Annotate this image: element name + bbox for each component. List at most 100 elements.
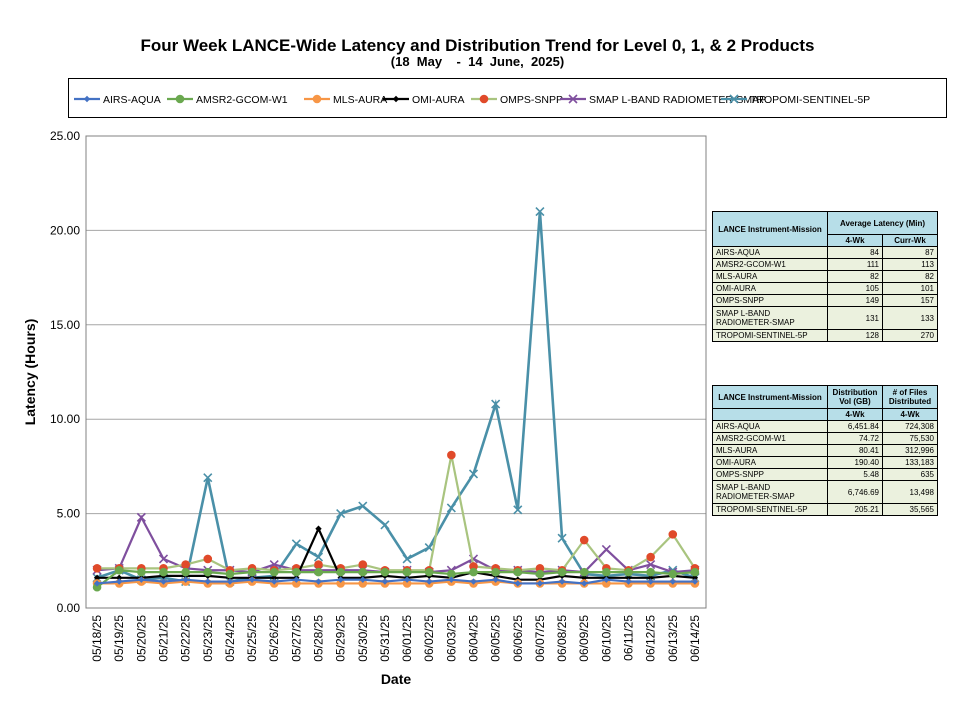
data-point xyxy=(625,574,632,581)
row-instrument-name: SMAP L-BAND RADIOMETER-SMAP xyxy=(712,306,828,330)
data-point xyxy=(513,567,523,577)
row-latency-4wk: 131 xyxy=(827,306,883,330)
latency-table-header: LANCE Instrument-Mission Average Latency… xyxy=(712,211,938,247)
data-point xyxy=(602,567,611,577)
legend-entry: OMPS-SNPP xyxy=(471,94,563,106)
data-point xyxy=(647,574,654,581)
distribution-table-row: AIRS-AQUA 6,451.84 724,308 xyxy=(712,420,938,433)
legend-marker xyxy=(479,94,489,104)
data-point xyxy=(314,567,323,577)
row-instrument-name: TROPOMI-SENTINEL-5P xyxy=(712,503,828,516)
distribution-table-row: OMPS-SNPP 5.48 635 xyxy=(712,468,938,481)
data-point xyxy=(138,576,145,583)
series-line xyxy=(96,211,696,584)
series-line xyxy=(97,526,696,581)
y-tick-label: 10.00 xyxy=(50,412,80,426)
x-tick-label: 05/22/25 xyxy=(179,615,193,662)
row-files-distributed: 13,498 xyxy=(882,480,938,504)
data-point xyxy=(402,554,412,564)
data-point xyxy=(159,567,168,577)
distribution-table-row: MLS-AURA 80.41 312,996 xyxy=(712,444,938,457)
latency-table-subheader: 4-Wk Curr-Wk xyxy=(713,234,938,247)
data-point xyxy=(668,569,678,579)
x-tick-label: 06/06/25 xyxy=(511,615,525,662)
data-point xyxy=(469,567,478,577)
y-tick-label: 0.00 xyxy=(57,601,81,615)
data-point xyxy=(557,567,567,577)
legend-entry: AMSR2-GCOM-W1 xyxy=(167,94,288,106)
x-tick-label: 05/26/25 xyxy=(267,615,281,662)
data-point xyxy=(225,569,235,579)
x-tick-label: 05/21/25 xyxy=(157,615,171,662)
latency-table-row: OMI-AURA 105 101 xyxy=(712,282,938,295)
data-point xyxy=(181,560,190,569)
data-point xyxy=(514,580,521,587)
series-omps-snpp xyxy=(92,450,700,575)
distribution-table-body: AIRS-AQUA 6,451.84 724,308 AMSR2-GCOM-W1 74.… xyxy=(712,420,938,516)
legend-box xyxy=(68,78,947,118)
data-point xyxy=(313,552,324,562)
data-point xyxy=(293,576,300,583)
row-latency-4wk: 82 xyxy=(827,270,883,283)
row-instrument-name: TROPOMI-SENTINEL-5P xyxy=(712,329,828,342)
data-point xyxy=(337,576,344,583)
x-tick-label: 05/28/25 xyxy=(312,615,326,662)
data-point xyxy=(668,530,678,539)
row-latency-currwk: 157 xyxy=(882,294,938,307)
x-tick-label: 06/01/25 xyxy=(400,615,414,662)
data-point xyxy=(358,501,368,511)
x-tick-label: 06/08/25 xyxy=(555,615,569,662)
data-point xyxy=(136,512,146,522)
legend-marker xyxy=(175,94,185,104)
data-point xyxy=(403,576,411,583)
row-instrument-name: OMPS-SNPP xyxy=(712,294,828,307)
row-files-distributed: 35,565 xyxy=(882,503,938,516)
row-files-distributed: 133,183 xyxy=(882,456,938,469)
data-point xyxy=(315,578,322,585)
legend-entry: SMAP L-BAND RADIOMETER-SMAP xyxy=(560,94,766,106)
distribution-table-row: TROPOMI-SENTINEL-5P 205.21 35,565 xyxy=(712,503,938,516)
data-point xyxy=(646,567,655,577)
data-point xyxy=(424,567,434,577)
x-tick-label: 06/07/25 xyxy=(533,615,547,662)
x-tick-label: 06/09/25 xyxy=(577,615,591,662)
row-distribution-volume: 80.41 xyxy=(827,444,883,457)
row-latency-4wk: 84 xyxy=(827,246,883,259)
data-point xyxy=(691,574,699,581)
data-point xyxy=(116,578,123,585)
data-point xyxy=(447,450,456,460)
data-point xyxy=(314,560,323,569)
data-point xyxy=(646,552,655,562)
row-instrument-name: MLS-AURA xyxy=(712,444,828,457)
data-point xyxy=(646,560,656,570)
data-point xyxy=(690,567,700,577)
row-distribution-volume: 6,451.84 xyxy=(827,420,883,433)
row-files-distributed: 724,308 xyxy=(882,420,938,433)
series-line xyxy=(97,580,695,585)
data-point xyxy=(226,578,234,585)
latency-table-body: AIRS-AQUA 84 87 AMSR2-GCOM-W1 111 113 MLS-AURA… xyxy=(712,246,938,342)
data-point xyxy=(558,578,566,585)
x-axis-title: Date xyxy=(381,671,412,687)
row-latency-currwk: 82 xyxy=(882,270,938,283)
data-point xyxy=(158,554,169,564)
data-point xyxy=(92,564,102,573)
distribution-table-row: OMI-AURA 190.40 133,183 xyxy=(712,456,938,469)
data-point xyxy=(647,578,654,585)
y-axis-title: Latency (Hours) xyxy=(22,319,38,426)
latency-table-row: AMSR2-GCOM-W1 111 113 xyxy=(712,258,938,271)
data-point xyxy=(204,578,211,585)
row-instrument-name: AMSR2-GCOM-W1 xyxy=(712,258,828,271)
series-line xyxy=(97,454,696,572)
series-tropomi-sentinel-5p xyxy=(92,206,700,587)
data-point xyxy=(381,578,389,585)
data-point xyxy=(271,574,278,581)
data-point xyxy=(380,567,390,577)
data-point xyxy=(203,473,213,483)
data-point xyxy=(114,565,124,575)
series-airs-aqua xyxy=(93,576,699,587)
legend-label: OMPS-SNPP xyxy=(500,94,563,106)
row-instrument-name: OMI-AURA xyxy=(712,282,828,295)
data-point xyxy=(93,580,101,587)
